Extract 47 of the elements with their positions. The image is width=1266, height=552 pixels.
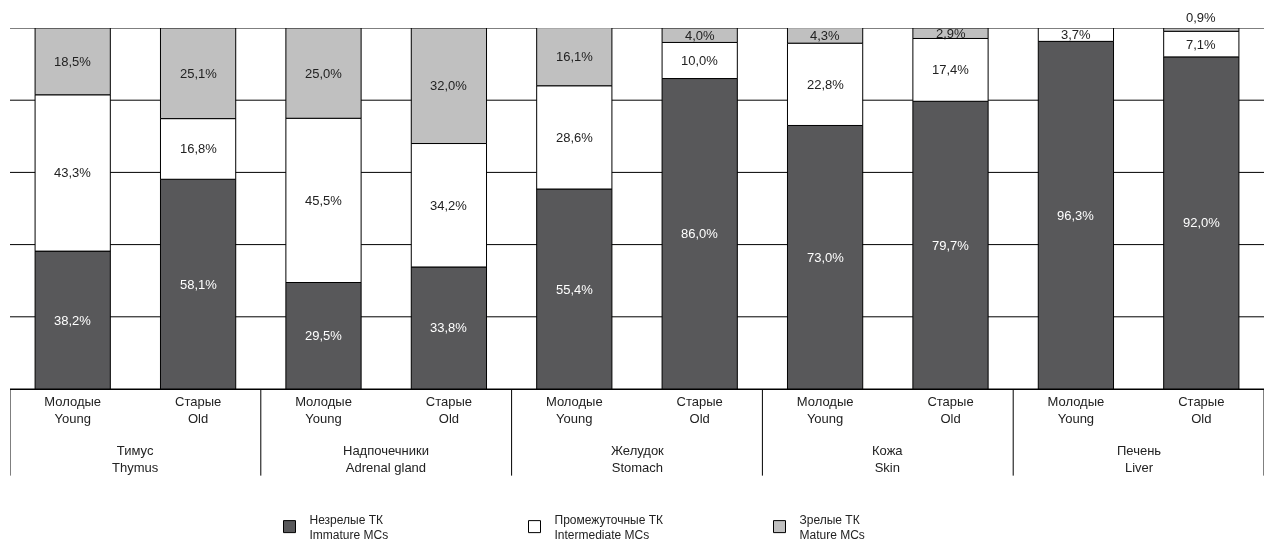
data-label: 29,5%: [305, 328, 343, 343]
data-label: 32,0%: [430, 78, 468, 93]
x-tick-label: Молодые Young: [1047, 393, 1105, 426]
data-label: 25,0%: [305, 66, 343, 81]
data-label: 10,0%: [681, 53, 719, 68]
x-tick-label: Старые Old: [927, 393, 974, 426]
data-label: 4,3%: [810, 28, 841, 43]
data-label: 0,9%: [1186, 10, 1217, 25]
x-tick-label: Старые Old: [425, 393, 473, 426]
data-label: 22,8%: [807, 77, 845, 92]
data-label: 4,0%: [685, 28, 716, 43]
data-label: 38,2%: [54, 313, 92, 328]
data-label: 34,2%: [430, 198, 468, 213]
text: Желудок Stomach: [611, 443, 665, 475]
legend-label: Промежуточные ТК Intermediate MCs: [554, 512, 664, 543]
data-label: 28,6%: [556, 130, 594, 145]
x-tick-label: Молодые Young: [545, 393, 603, 426]
x-tick-label: Старые Old: [1178, 393, 1225, 426]
data-label: 18,5%: [54, 54, 92, 69]
data-label: 17,4%: [932, 62, 970, 77]
data-label: 96,3%: [1057, 208, 1095, 223]
data-label: 58,1%: [180, 277, 218, 292]
text: Печень Liver: [1117, 443, 1162, 475]
legend-label: Зрелые ТК Mature MCs: [799, 512, 865, 543]
text: Кожа Skin: [872, 443, 904, 475]
data-label: 43,3%: [54, 165, 92, 180]
data-label: 16,8%: [180, 141, 218, 156]
x-tick-label: Молодые Young: [295, 393, 352, 426]
text: Тимус Thymus: [112, 443, 159, 475]
data-label: 33,8%: [430, 320, 468, 335]
legend-label: Незрелые ТК Immature MCs: [309, 512, 389, 543]
data-label: 3,7%: [1061, 27, 1092, 42]
x-tick-label: Молодые Young: [44, 393, 102, 426]
data-label: 73,0%: [807, 250, 845, 265]
data-label: 25,1%: [180, 66, 218, 81]
data-label: 16,1%: [556, 49, 594, 64]
data-label: 79,7%: [932, 238, 970, 253]
data-label: 2,9%: [936, 26, 967, 41]
text: Надпочечники Adrenal gland: [343, 443, 429, 475]
data-label: 92,0%: [1183, 215, 1221, 230]
data-label: 7,1%: [1186, 37, 1217, 52]
data-label: 45,5%: [305, 193, 343, 208]
x-tick-label: Старые Old: [676, 393, 723, 426]
data-label: 55,4%: [556, 282, 594, 297]
data-label: 86,0%: [681, 226, 719, 241]
x-tick-label: Молодые Young: [796, 393, 854, 426]
x-tick-label: Старые Old: [174, 393, 222, 426]
